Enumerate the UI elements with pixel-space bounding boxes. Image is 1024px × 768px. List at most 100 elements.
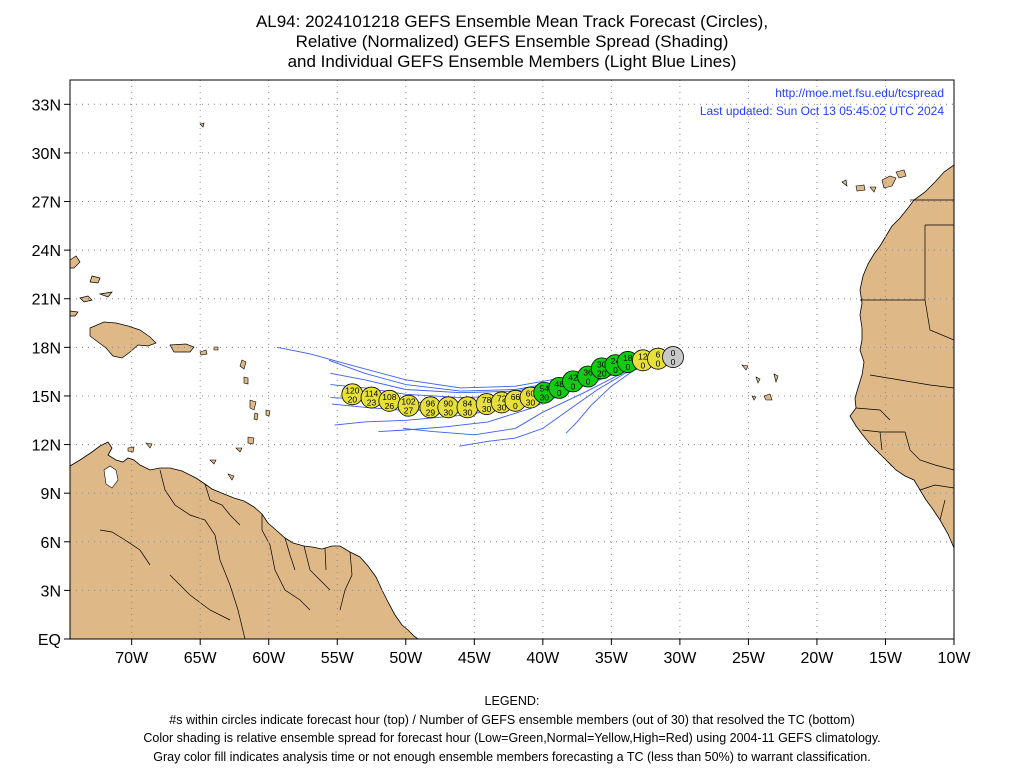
forecast-hour: 60 [526, 389, 536, 399]
forecast-hour: 36 [583, 368, 593, 378]
member-count: 30 [482, 404, 492, 414]
member-count: 0 [513, 401, 518, 411]
lon-label: 50W [389, 650, 423, 667]
legend-line-3: Gray color fill indicates analysis time … [153, 749, 871, 764]
last-updated: Last updated: Sun Oct 13 05:45:02 UTC 20… [700, 104, 944, 118]
member-count: 0 [613, 365, 618, 375]
member-count: 0 [557, 388, 562, 398]
member-count: 0 [571, 381, 576, 391]
legend: LEGEND: #s within circles indicate forec… [0, 692, 1024, 766]
forecast-hour: 0 [671, 348, 676, 358]
forecast-hour: 108 [382, 392, 396, 402]
forecast-hour: 96 [426, 398, 436, 408]
lat-label: 30N [32, 146, 61, 163]
forecast-hour: 114 [365, 389, 379, 399]
cuba-edge-land [70, 255, 113, 317]
lon-label: 60W [252, 650, 286, 667]
member-count: 20 [597, 368, 607, 378]
member-count: 0 [641, 360, 646, 370]
legend-line-1: #s within circles indicate forecast hour… [169, 712, 855, 727]
lat-label: EQ [38, 632, 61, 649]
lat-label: 15N [32, 389, 61, 406]
forecast-hour: 72 [497, 393, 507, 403]
member-count: 29 [426, 407, 436, 417]
northern-islands-land [199, 122, 205, 128]
country-borders-africa [855, 199, 954, 521]
lat-label: 27N [32, 195, 61, 212]
lat-label: 3N [41, 583, 61, 600]
member-count: 0 [625, 362, 630, 372]
forecast-hour: 78 [482, 395, 492, 405]
track-circle [662, 346, 684, 368]
legend-heading: LEGEND: [484, 694, 540, 708]
member-count: 30 [444, 407, 454, 417]
lat-label: 12N [32, 438, 61, 455]
lon-label: 10W [938, 650, 972, 667]
member-count: 0 [671, 357, 676, 367]
forecast-hour: 6 [656, 350, 661, 360]
forecast-hour: 90 [444, 398, 454, 408]
forecast-hour: 12 [638, 351, 648, 361]
lat-label: 6N [41, 535, 61, 552]
member-count: 30 [526, 398, 536, 408]
member-count: 0 [656, 359, 661, 369]
member-count: 30 [539, 393, 549, 403]
legend-line-2: Color shading is relative ensemble sprea… [143, 731, 881, 745]
land-layer [70, 122, 954, 639]
lat-label: 9N [41, 486, 61, 503]
lon-label: 55W [321, 650, 355, 667]
lon-label: 35W [595, 650, 629, 667]
lat-label: 33N [32, 97, 61, 114]
south-america-land [70, 441, 419, 639]
member-count: 0 [586, 377, 591, 387]
lon-label: 70W [115, 650, 149, 667]
lat-label: 21N [32, 292, 61, 309]
track-circle [397, 394, 420, 417]
lon-label: 20W [800, 650, 834, 667]
member-count: 20 [348, 394, 358, 404]
source-url[interactable]: http://moe.met.fsu.edu/tcspread [775, 86, 944, 100]
canary-islands-land [841, 169, 907, 193]
forecast-hour: 18 [623, 353, 633, 363]
forecast-hour: 84 [463, 398, 473, 408]
chart-title: AL94: 2024101218 GEFS Ensemble Mean Trac… [0, 12, 1024, 72]
track-point-0: 00 [662, 346, 684, 368]
lat-label: 24N [32, 243, 61, 260]
lon-label: 45W [458, 650, 492, 667]
title-line-2: Relative (Normalized) GEFS Ensemble Spre… [295, 32, 729, 51]
puerto-rico-land [169, 343, 195, 353]
africa-land [849, 164, 954, 549]
title-line-1: AL94: 2024101218 GEFS Ensemble Mean Trac… [255, 12, 769, 31]
member-count: 30 [497, 402, 507, 412]
map-frame [69, 79, 955, 640]
forecast-hour: 54 [539, 384, 549, 394]
lon-label: 25W [732, 650, 766, 667]
lon-label: 65W [184, 650, 218, 667]
forecast-hour: 102 [401, 397, 415, 407]
member-count: 23 [367, 398, 377, 408]
forecast-hour: 24 [611, 356, 621, 366]
member-count: 30 [463, 407, 473, 417]
hispaniola-land [89, 321, 157, 359]
forecast-hour: 48 [555, 379, 565, 389]
forecast-hour: 66 [511, 392, 521, 402]
lat-label: 18N [32, 340, 61, 357]
forecast-hour: 120 [345, 385, 359, 395]
title-line-3: and Individual GEFS Ensemble Members (Li… [287, 52, 737, 71]
lon-label: 40W [526, 650, 560, 667]
member-track-line [459, 356, 672, 447]
maracaibo-water [103, 465, 119, 489]
forecast-hour: 42 [568, 372, 578, 382]
lon-label: 15W [869, 650, 903, 667]
cape-verde-land [741, 364, 779, 401]
member-count: 27 [404, 406, 414, 416]
